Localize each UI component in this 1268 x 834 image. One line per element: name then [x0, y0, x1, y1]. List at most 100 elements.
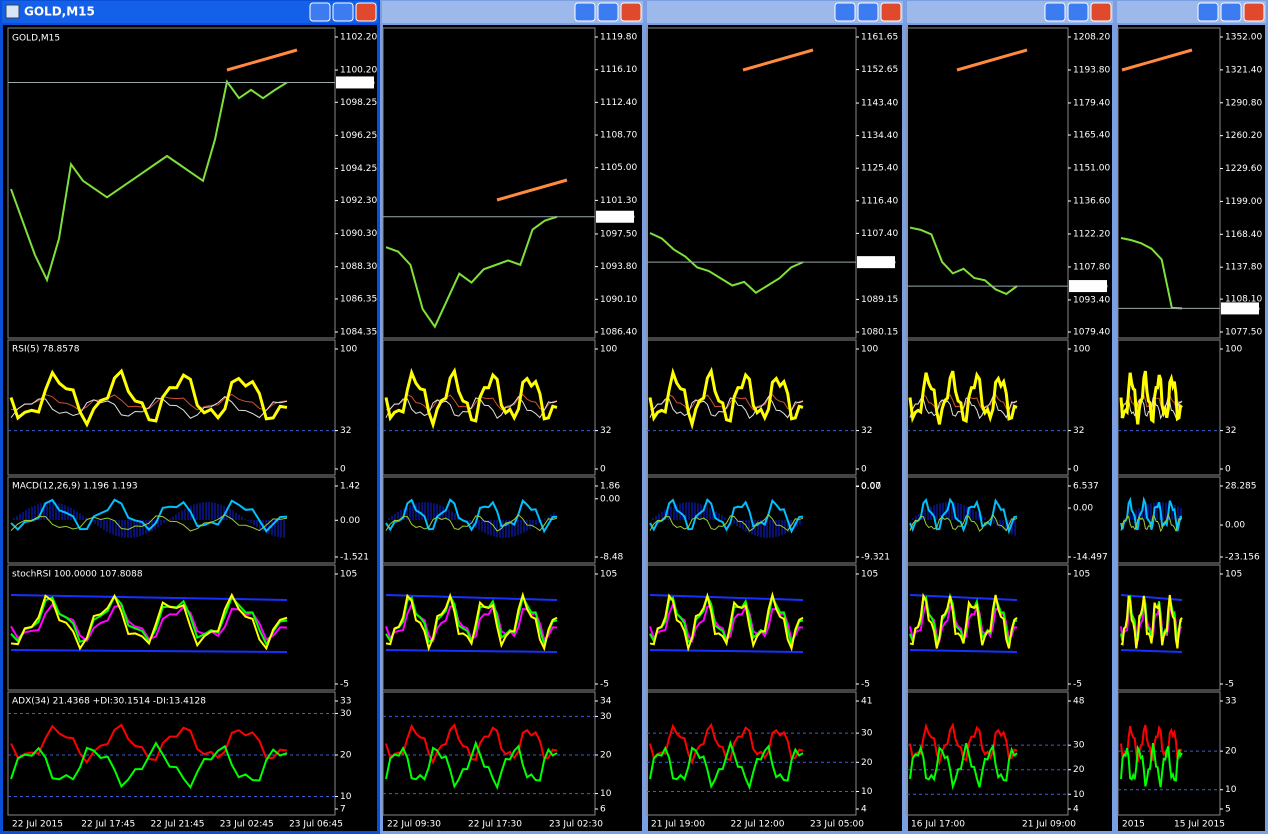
axis-label: 1143.40 — [861, 99, 898, 109]
current-price: 1099.45 — [1223, 304, 1260, 314]
axis-label: 1077.50 — [1225, 328, 1262, 338]
maximize-button[interactable] — [332, 2, 354, 22]
chart-area — [383, 25, 642, 831]
close-button[interactable] — [355, 2, 377, 22]
time-label: 2015 — [1122, 820, 1145, 830]
close-button[interactable] — [620, 2, 642, 22]
axis-label: 10 — [1225, 785, 1237, 795]
minimize-button[interactable] — [1197, 2, 1219, 22]
axis-label: 1092.30 — [340, 196, 377, 206]
stoch-level — [649, 594, 804, 601]
minimize-button[interactable] — [1044, 2, 1066, 22]
axis-label: 1.86 — [600, 482, 620, 492]
adx-trace — [649, 739, 804, 791]
axis-label: 30 — [340, 709, 352, 719]
axis-label: 1108.10 — [1225, 295, 1262, 305]
axis-label: 1321.40 — [1225, 65, 1262, 75]
axis-label: 1094.25 — [340, 164, 377, 174]
minimize-button[interactable] — [574, 2, 596, 22]
axis-label: -8.48 — [600, 553, 624, 563]
axis-label: 1.42 — [340, 482, 360, 492]
annotation-arrow — [1121, 48, 1193, 72]
macd-trace — [649, 498, 804, 534]
axis-label: 0.07 — [861, 482, 881, 492]
maximize-button[interactable] — [1220, 2, 1242, 22]
rsi-trace — [1119, 370, 1183, 425]
chart-area — [648, 25, 902, 831]
maximize-button[interactable] — [597, 2, 619, 22]
axis-label: 1152.65 — [861, 65, 898, 75]
stoch-trace — [1120, 594, 1183, 649]
panel-border — [382, 476, 596, 564]
close-button[interactable] — [1090, 2, 1112, 22]
axis-label: 30 — [1073, 741, 1085, 751]
time-label: 21 Jul 19:00 — [651, 820, 705, 830]
stoch-trace — [385, 591, 558, 652]
axis-label: 32 — [1073, 426, 1084, 436]
axis-label: 1290.80 — [1225, 98, 1262, 108]
stoch-trace — [909, 592, 1018, 649]
axis-label: 0 — [340, 465, 346, 475]
axis-label: 100 — [1073, 345, 1090, 355]
axis-label: 20 — [1073, 765, 1085, 775]
current-price: 1099.45 — [338, 78, 375, 88]
adx-trace — [909, 742, 1018, 791]
time-label: 21 Jul 09:00 — [1022, 820, 1076, 830]
rsi-trace — [649, 395, 804, 420]
macd-trace — [1120, 513, 1183, 533]
axis-label: 20 — [861, 758, 873, 768]
panel-border — [7, 564, 336, 691]
minimize-button[interactable] — [834, 2, 856, 22]
maximize-button[interactable] — [857, 2, 879, 22]
axis-label: 1112.40 — [600, 98, 637, 108]
rsi-trace — [648, 366, 804, 431]
panel-border — [1117, 476, 1221, 564]
time-label: 22 Jul 09:30 — [387, 820, 441, 830]
price-line — [1120, 236, 1183, 310]
panel-border — [382, 564, 596, 691]
stoch-level — [909, 649, 1018, 653]
axis-label: 41 — [861, 697, 872, 707]
axis-label: 105 — [340, 570, 357, 580]
time-label: 15 Jul 2015 — [1174, 820, 1225, 830]
minimize-button[interactable] — [309, 2, 331, 22]
axis-label: 6 — [600, 805, 606, 815]
adx-trace — [385, 740, 558, 791]
macd-trace — [1120, 496, 1183, 532]
axis-label: 1090.30 — [340, 229, 377, 239]
axis-label: 1116.10 — [600, 65, 637, 75]
close-button[interactable] — [880, 2, 902, 22]
title-bar — [2, 1, 378, 23]
current-price-box — [857, 256, 895, 269]
panel-border — [906, 339, 1069, 476]
adx-trace — [1120, 743, 1183, 788]
axis-label: 34 — [600, 697, 612, 707]
panel-border — [646, 476, 857, 564]
time-label: 23 Jul 05:00 — [810, 820, 864, 830]
axis-label: 1098.25 — [340, 98, 377, 108]
panel-border — [646, 691, 857, 816]
annotation-arrow — [226, 48, 298, 72]
axis-label: 100 — [1225, 345, 1242, 355]
macd-trace — [909, 513, 1018, 532]
axis-label: 1137.80 — [1225, 263, 1262, 273]
time-label: 22 Jul 17:30 — [468, 820, 522, 830]
axis-label: 6.537 — [1073, 482, 1099, 492]
time-label: 16 Jul 17:00 — [911, 820, 965, 830]
maximize-button[interactable] — [1067, 2, 1089, 22]
axis-label: 30 — [861, 729, 873, 739]
panel-border — [7, 339, 336, 476]
axis-label: 4 — [861, 805, 867, 815]
close-button[interactable] — [1243, 2, 1265, 22]
axis-label: 1102.20 — [340, 33, 377, 43]
axis-label: 7 — [340, 805, 346, 815]
axis-label: 10 — [1073, 790, 1085, 800]
macd-trace — [10, 498, 288, 533]
macd-trace — [909, 497, 1018, 535]
stoch-level — [10, 649, 288, 653]
panel-border — [1117, 691, 1221, 816]
panel-border — [382, 339, 596, 476]
current-price-box — [1221, 302, 1259, 315]
axis-label: -5 — [340, 680, 349, 690]
rsi-trace — [909, 395, 1018, 420]
